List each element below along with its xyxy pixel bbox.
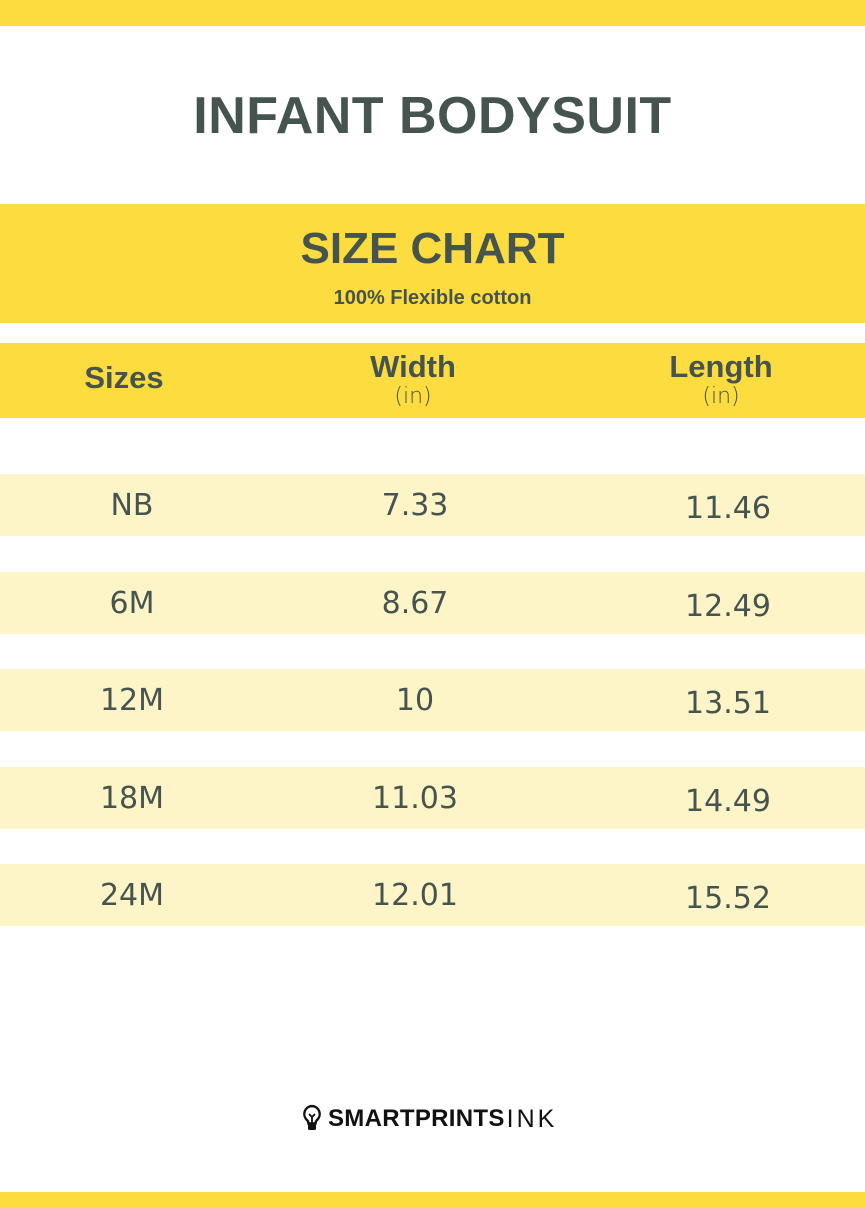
brand-logo: SMARTPRINTS INK: [302, 1104, 557, 1134]
table-row: 12M 10 13.51: [0, 669, 865, 731]
header-width: Width (in): [370, 349, 456, 409]
size-cell: 6M: [109, 586, 155, 621]
width-cell: 12.01: [372, 878, 458, 913]
brand-name-thin: INK: [506, 1104, 558, 1133]
lightbulb-icon: [303, 1104, 321, 1130]
table-header: Sizes Width (in) Length (in): [0, 343, 865, 418]
header-width-unit: (in): [394, 384, 432, 409]
length-cell: 12.49: [685, 589, 771, 624]
size-cell: 18M: [99, 781, 165, 816]
header-length: Length (in): [669, 349, 772, 409]
width-cell: 7.33: [381, 488, 449, 523]
table-row: 6M 8.67 12.49: [0, 572, 865, 634]
table-row: 24M 12.01 15.52: [0, 864, 865, 926]
table-row: 18M 11.03 14.49: [0, 767, 865, 829]
header-length-label: Length: [669, 349, 773, 384]
size-cell: NB: [110, 488, 154, 523]
header-width-label: Width: [370, 349, 456, 384]
top-accent-bar: [0, 0, 865, 26]
size-chart-band: [0, 204, 865, 323]
size-cell: 24M: [99, 878, 165, 913]
length-cell: 14.49: [685, 784, 771, 819]
brand-name-bold: SMARTPRINTS: [328, 1105, 505, 1132]
length-cell: 13.51: [685, 686, 771, 721]
width-cell: 11.03: [372, 781, 458, 816]
page-title: INFANT BODYSUIT: [193, 87, 672, 145]
material-note: 100% Flexible cotton: [333, 287, 532, 309]
header-sizes: Sizes: [84, 360, 164, 395]
width-cell: 8.67: [381, 586, 449, 621]
width-cell: 10: [395, 683, 435, 718]
size-chart-heading: SIZE CHART: [300, 224, 565, 273]
length-cell: 15.52: [685, 881, 771, 916]
size-cell: 12M: [99, 683, 165, 718]
bottom-accent-bar: [0, 1192, 865, 1207]
table-row: NB 7.33 11.46: [0, 474, 865, 536]
header-length-unit: (in): [702, 384, 740, 409]
length-cell: 11.46: [685, 491, 771, 526]
